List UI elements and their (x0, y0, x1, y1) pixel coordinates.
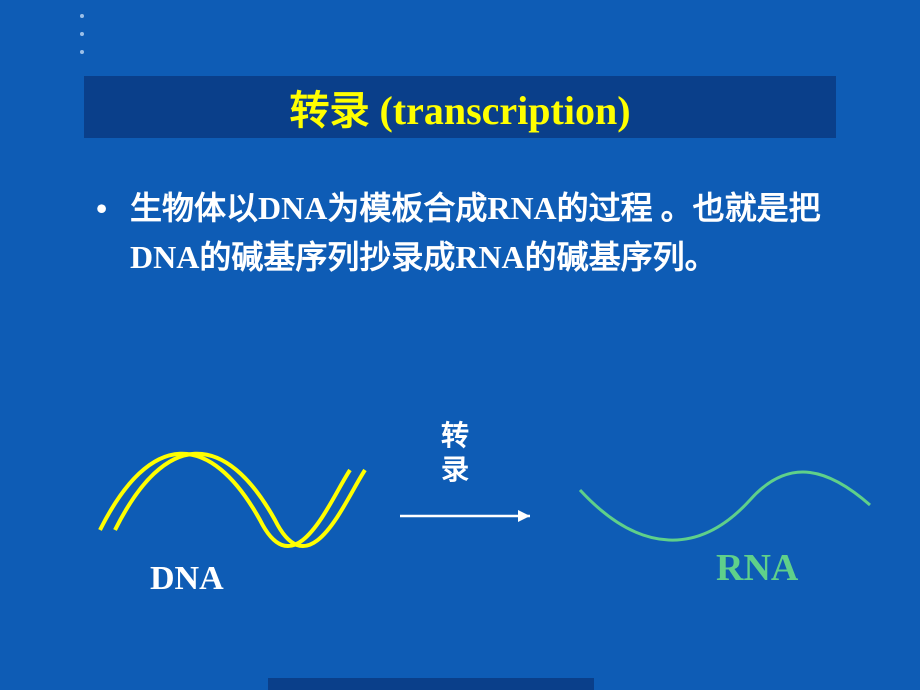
arrow-head-icon (518, 510, 530, 522)
arrow-label: 转 录 (440, 420, 470, 487)
dot-icon (80, 32, 84, 36)
body-paragraph: • 生物体以DNA为模板合成RNA的过程 。也就是把DNA的碱基序列抄录成RNA… (96, 184, 836, 281)
decorative-dots (80, 14, 84, 68)
dot-icon (80, 50, 84, 54)
dna-strand-1 (100, 454, 350, 546)
rna-label: RNA (716, 546, 798, 590)
dna-strand-2 (115, 454, 365, 546)
bullet-icon: • (96, 184, 107, 233)
dna-label: DNA (150, 560, 224, 598)
body-text: 生物体以DNA为模板合成RNA的过程 。也就是把DNA的碱基序列抄录成RNA的碱… (130, 184, 836, 281)
rna-strand (580, 472, 870, 540)
arrow-label-char-2: 录 (441, 455, 469, 486)
slide: 转录 (transcription) • 生物体以DNA为模板合成RNA的过程 … (0, 0, 920, 690)
arrow-label-char-1: 转 (441, 421, 469, 452)
slide-title-text: 转录 (transcription) (289, 78, 630, 136)
dot-icon (80, 14, 84, 18)
bottom-accent (268, 678, 594, 690)
slide-title: 转录 (transcription) (84, 76, 836, 138)
